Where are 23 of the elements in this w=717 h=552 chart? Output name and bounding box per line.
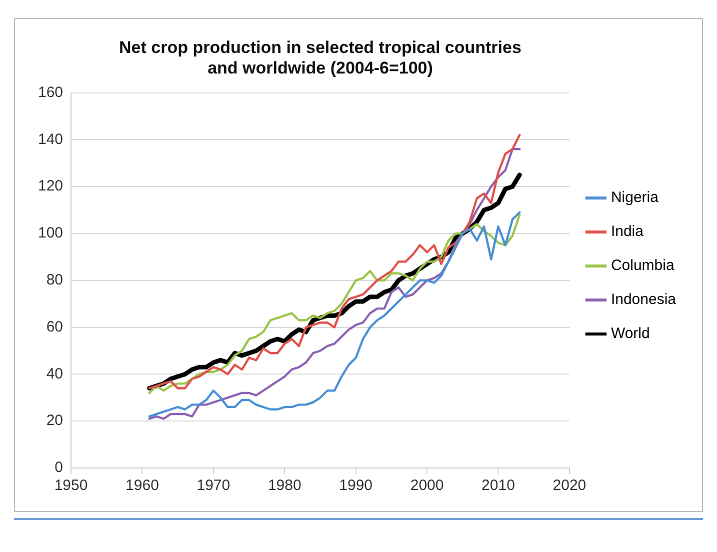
y-tick-label: 160 — [38, 84, 64, 101]
legend-label: India — [610, 223, 644, 240]
y-tick-label: 60 — [46, 318, 64, 336]
y-tick-label: 20 — [46, 412, 64, 430]
x-tick-label: 1970 — [196, 477, 230, 494]
y-tick-label: 40 — [46, 365, 64, 382]
x-tick-label: 2000 — [410, 477, 444, 494]
x-tick-label: 2020 — [552, 477, 586, 494]
legend-label: Columbia — [610, 257, 675, 274]
chart-title: Net crop production in selected tropical countries and worldwide (2004-6=100) — [119, 38, 522, 78]
x-tick-label: 1950 — [54, 477, 88, 494]
legend-label: Nigeria — [610, 189, 660, 206]
legend-label: Indonesia — [610, 291, 677, 308]
x-tick-label: 1960 — [126, 477, 159, 494]
y-tick-label: 140 — [38, 130, 64, 148]
x-tick-label: 1990 — [339, 477, 373, 494]
y-tick-label: 120 — [38, 178, 64, 195]
y-tick-label: 80 — [46, 272, 64, 289]
x-tick-label: 2010 — [482, 477, 515, 494]
y-tick-label: 0 — [54, 459, 64, 476]
y-tick-label: 100 — [38, 224, 64, 242]
legend-label: World — [610, 325, 650, 342]
x-tick-label: 1980 — [268, 477, 302, 494]
